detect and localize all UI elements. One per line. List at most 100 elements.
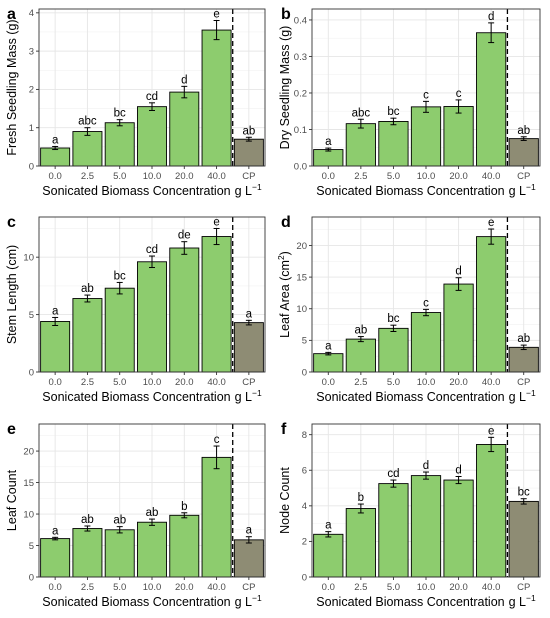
bar-20.0 [443, 479, 474, 578]
x-tick-label: 20.0 [449, 171, 468, 182]
x-tick-label: CP [242, 582, 255, 593]
bar-5.0 [104, 122, 135, 167]
significance-label: ab [146, 507, 159, 519]
significance-label: a [52, 525, 59, 537]
x-axis-title-text: Sonicated Biomass Concentration [316, 390, 504, 404]
significance-label: d [488, 11, 494, 23]
y-axis-title-exponent: 2 [276, 255, 286, 260]
y-axis-title: Dry Seedling Mass (g) [278, 26, 292, 150]
bar-10.0 [410, 312, 442, 373]
significance-label: cd [387, 468, 399, 480]
significance-label: c [423, 297, 429, 309]
x-tick-label: CP [242, 171, 255, 182]
bar-5.0 [378, 483, 409, 578]
x-axis-unit: g L [235, 184, 252, 198]
significance-label: e [213, 216, 219, 228]
significance-label: ab [517, 333, 530, 345]
y-tick-label: 20 [23, 446, 34, 457]
y-tick-label: 10 [23, 509, 34, 520]
y-axis-title-text: Leaf Area (cm [278, 260, 292, 338]
significance-label: a [246, 525, 253, 537]
y-tick-label: 0 [29, 161, 34, 172]
y-axis-title: Node Count [278, 467, 292, 534]
x-axis-title: Sonicated Biomass Concentration g L−1 [316, 182, 536, 198]
y-tick-label: 6 [302, 466, 307, 477]
x-tick-label: 5.0 [113, 377, 126, 388]
x-tick-label: 2.5 [354, 377, 367, 388]
x-tick-label: 20.0 [175, 377, 194, 388]
significance-label: a [52, 305, 59, 317]
panel-letter: f [281, 421, 287, 438]
x-tick-label: 0.0 [322, 171, 335, 182]
bar-5.0 [378, 121, 409, 167]
x-tick-label: 2.5 [354, 171, 367, 182]
bar-0.0 [313, 149, 344, 167]
y-axis-title-text: Node Count [278, 467, 292, 534]
x-tick-label: CP [517, 377, 530, 388]
bar-40.0 [476, 236, 507, 373]
y-axis-title: Leaf Area (cm2) [276, 251, 292, 338]
x-tick-label: 2.5 [81, 171, 94, 182]
y-tick-label: 15 [296, 272, 307, 283]
y-tick-label: 0.2 [294, 88, 307, 99]
significance-label: cd [146, 91, 158, 103]
y-tick-label: 0.0 [294, 161, 307, 172]
bar-2.5 [72, 528, 103, 578]
panel-letter: a [7, 6, 16, 23]
significance-label: b [181, 501, 187, 513]
x-axis-unit: g L [509, 390, 526, 404]
significance-label: d [423, 460, 429, 472]
bar-CP [508, 346, 539, 373]
x-tick-label: 20.0 [449, 377, 468, 388]
x-axis-title-text: Sonicated Biomass Concentration [316, 184, 504, 198]
bar-10.0 [137, 521, 167, 578]
bar-40.0 [201, 29, 232, 167]
x-tick-label: 40.0 [482, 377, 501, 388]
significance-label: a [325, 520, 332, 532]
panel-e: a ab ab ab b c a 0 5 10 15 20 0.0 2.5 5.0 10.0 20.0 40.0 C… [5, 421, 266, 609]
bar-40.0 [201, 236, 232, 373]
significance-label: cd [146, 244, 158, 256]
y-tick-label: 2 [29, 85, 34, 96]
bar-0.0 [40, 147, 71, 167]
bar-CP [508, 138, 539, 167]
x-tick-label: CP [517, 171, 530, 182]
bar-20.0 [169, 247, 200, 373]
significance-label: de [178, 230, 191, 242]
y-axis-title: Leaf Count [5, 469, 19, 531]
x-tick-label: CP [517, 582, 530, 593]
bar-CP [233, 138, 264, 167]
bar-20.0 [169, 514, 200, 578]
bar-0.0 [313, 533, 344, 578]
y-tick-label: 0 [29, 367, 34, 378]
significance-label: ab [81, 514, 94, 526]
x-axis-title-text: Sonicated Biomass Concentration [42, 184, 230, 198]
x-tick-label: 10.0 [143, 582, 162, 593]
significance-label: bc [387, 106, 399, 118]
x-tick-label: 20.0 [175, 171, 194, 182]
y-axis-title-text: Stem Length (cm) [5, 245, 19, 344]
y-axis-title-close: ) [278, 251, 292, 255]
y-tick-label: 0.3 [294, 52, 307, 63]
bar-5.0 [104, 287, 135, 373]
x-axis-unit: g L [509, 184, 526, 198]
panel-letter: e [7, 421, 16, 438]
y-tick-label: 10 [23, 252, 34, 263]
bar-0.0 [40, 321, 71, 373]
x-tick-label: 10.0 [143, 171, 162, 182]
bar-CP [233, 539, 264, 578]
y-tick-label: 3 [29, 46, 34, 57]
bar-CP [233, 322, 264, 373]
significance-label: bc [518, 487, 530, 499]
y-tick-label: 1 [29, 123, 34, 134]
x-tick-label: 5.0 [387, 582, 400, 593]
x-axis-unit-exponent: −1 [252, 388, 262, 398]
significance-label: bc [114, 108, 126, 120]
bar-2.5 [345, 508, 376, 578]
bar-2.5 [345, 338, 376, 373]
bar-10.0 [410, 475, 442, 578]
x-axis-unit-exponent: −1 [526, 182, 536, 192]
significance-label: bc [114, 270, 126, 282]
significance-label: a [52, 134, 59, 146]
